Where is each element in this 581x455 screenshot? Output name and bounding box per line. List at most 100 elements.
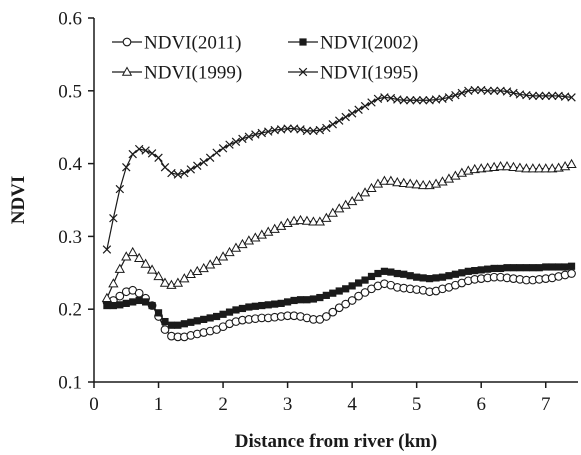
data-point bbox=[502, 87, 512, 96]
y-tick-label: 0.6 bbox=[58, 9, 82, 30]
legend-item: NDVI(1995) bbox=[288, 63, 418, 84]
data-point bbox=[257, 128, 267, 138]
data-point bbox=[509, 264, 518, 272]
data-point bbox=[540, 163, 551, 173]
x-tick-label: 6 bbox=[476, 394, 486, 415]
y-tick-label: 0.5 bbox=[58, 81, 82, 102]
data-point bbox=[548, 263, 556, 271]
x-axis-title: Distance from river (km) bbox=[235, 431, 437, 452]
data-point bbox=[373, 94, 383, 104]
data-point bbox=[495, 160, 506, 171]
data-point bbox=[244, 132, 254, 141]
data-point bbox=[348, 282, 356, 290]
data-point bbox=[366, 182, 377, 193]
data-point bbox=[321, 312, 331, 321]
series-ndvi-2002 bbox=[103, 262, 576, 329]
y-tick-label: 0.2 bbox=[58, 300, 82, 321]
data-point bbox=[103, 301, 111, 310]
data-point bbox=[121, 251, 132, 261]
data-point bbox=[451, 90, 460, 100]
data-point bbox=[541, 91, 550, 101]
data-point bbox=[295, 214, 306, 225]
data-point bbox=[141, 146, 150, 155]
data-point bbox=[258, 301, 266, 310]
data-point bbox=[327, 207, 338, 217]
data-point bbox=[528, 91, 538, 101]
data-point bbox=[503, 264, 511, 272]
data-point bbox=[309, 295, 318, 303]
x-tick-label: 7 bbox=[541, 394, 551, 415]
data-point bbox=[322, 123, 331, 133]
data-point bbox=[535, 264, 543, 272]
data-point bbox=[379, 175, 390, 185]
data-point bbox=[508, 161, 519, 171]
data-point bbox=[521, 163, 532, 173]
series-layer bbox=[101, 85, 577, 342]
data-point bbox=[471, 267, 479, 275]
data-point bbox=[251, 130, 260, 139]
data-point bbox=[496, 264, 505, 273]
x-tick-label: 4 bbox=[347, 394, 357, 415]
data-point bbox=[367, 272, 376, 281]
data-point bbox=[567, 269, 576, 278]
data-point bbox=[385, 175, 397, 185]
data-point bbox=[347, 296, 357, 305]
data-point bbox=[567, 262, 576, 270]
data-point bbox=[172, 277, 184, 287]
data-point bbox=[109, 213, 118, 223]
data-point bbox=[160, 325, 170, 334]
x-tick-label: 5 bbox=[412, 394, 422, 415]
series-ndvi-2011 bbox=[102, 269, 576, 342]
data-point bbox=[555, 263, 563, 271]
data-point bbox=[405, 96, 415, 105]
data-point bbox=[432, 274, 440, 282]
data-point bbox=[199, 157, 208, 167]
legend-item: NDVI(2011) bbox=[112, 33, 241, 54]
y-tick-label: 0.3 bbox=[58, 227, 82, 248]
x-tick-label: 1 bbox=[154, 394, 164, 415]
data-point bbox=[535, 91, 544, 101]
data-point bbox=[161, 317, 169, 326]
data-point bbox=[398, 177, 409, 187]
legend-marker bbox=[298, 67, 308, 77]
legend-marker bbox=[122, 37, 132, 47]
data-point bbox=[154, 153, 163, 163]
data-point bbox=[328, 307, 338, 317]
x-tick-label: 2 bbox=[218, 394, 228, 415]
data-point bbox=[392, 177, 403, 187]
data-point bbox=[346, 195, 358, 206]
data-point bbox=[354, 105, 363, 114]
data-point bbox=[225, 140, 234, 149]
data-point bbox=[341, 112, 350, 122]
data-point bbox=[561, 263, 569, 271]
data-point bbox=[101, 292, 113, 302]
legend-marker bbox=[121, 66, 133, 76]
data-point bbox=[417, 179, 429, 190]
data-point bbox=[527, 163, 538, 173]
data-point bbox=[187, 318, 195, 326]
data-point bbox=[342, 285, 350, 293]
data-point bbox=[469, 163, 480, 174]
data-point bbox=[482, 162, 493, 172]
data-point bbox=[212, 148, 221, 157]
data-point bbox=[205, 153, 215, 163]
data-point bbox=[380, 267, 388, 275]
x-ticks: 0 1 2 3 4 5 6 7 bbox=[89, 382, 550, 415]
data-point bbox=[457, 88, 467, 98]
data-point bbox=[547, 91, 557, 101]
data-point bbox=[483, 86, 492, 96]
data-point bbox=[167, 168, 176, 178]
data-point bbox=[238, 304, 247, 313]
legend: NDVI(2011) NDVI(2002) NDVI(1999) NDVI(1995) bbox=[112, 33, 418, 84]
data-point bbox=[218, 144, 228, 153]
data-point bbox=[360, 101, 370, 111]
data-point bbox=[489, 86, 499, 96]
data-point bbox=[509, 88, 518, 98]
legend-label: NDVI(2011) bbox=[144, 33, 241, 54]
data-point bbox=[393, 269, 401, 278]
data-point bbox=[167, 321, 176, 329]
data-point bbox=[296, 125, 305, 134]
data-point bbox=[341, 299, 351, 309]
series-ndvi-1995 bbox=[102, 85, 576, 254]
